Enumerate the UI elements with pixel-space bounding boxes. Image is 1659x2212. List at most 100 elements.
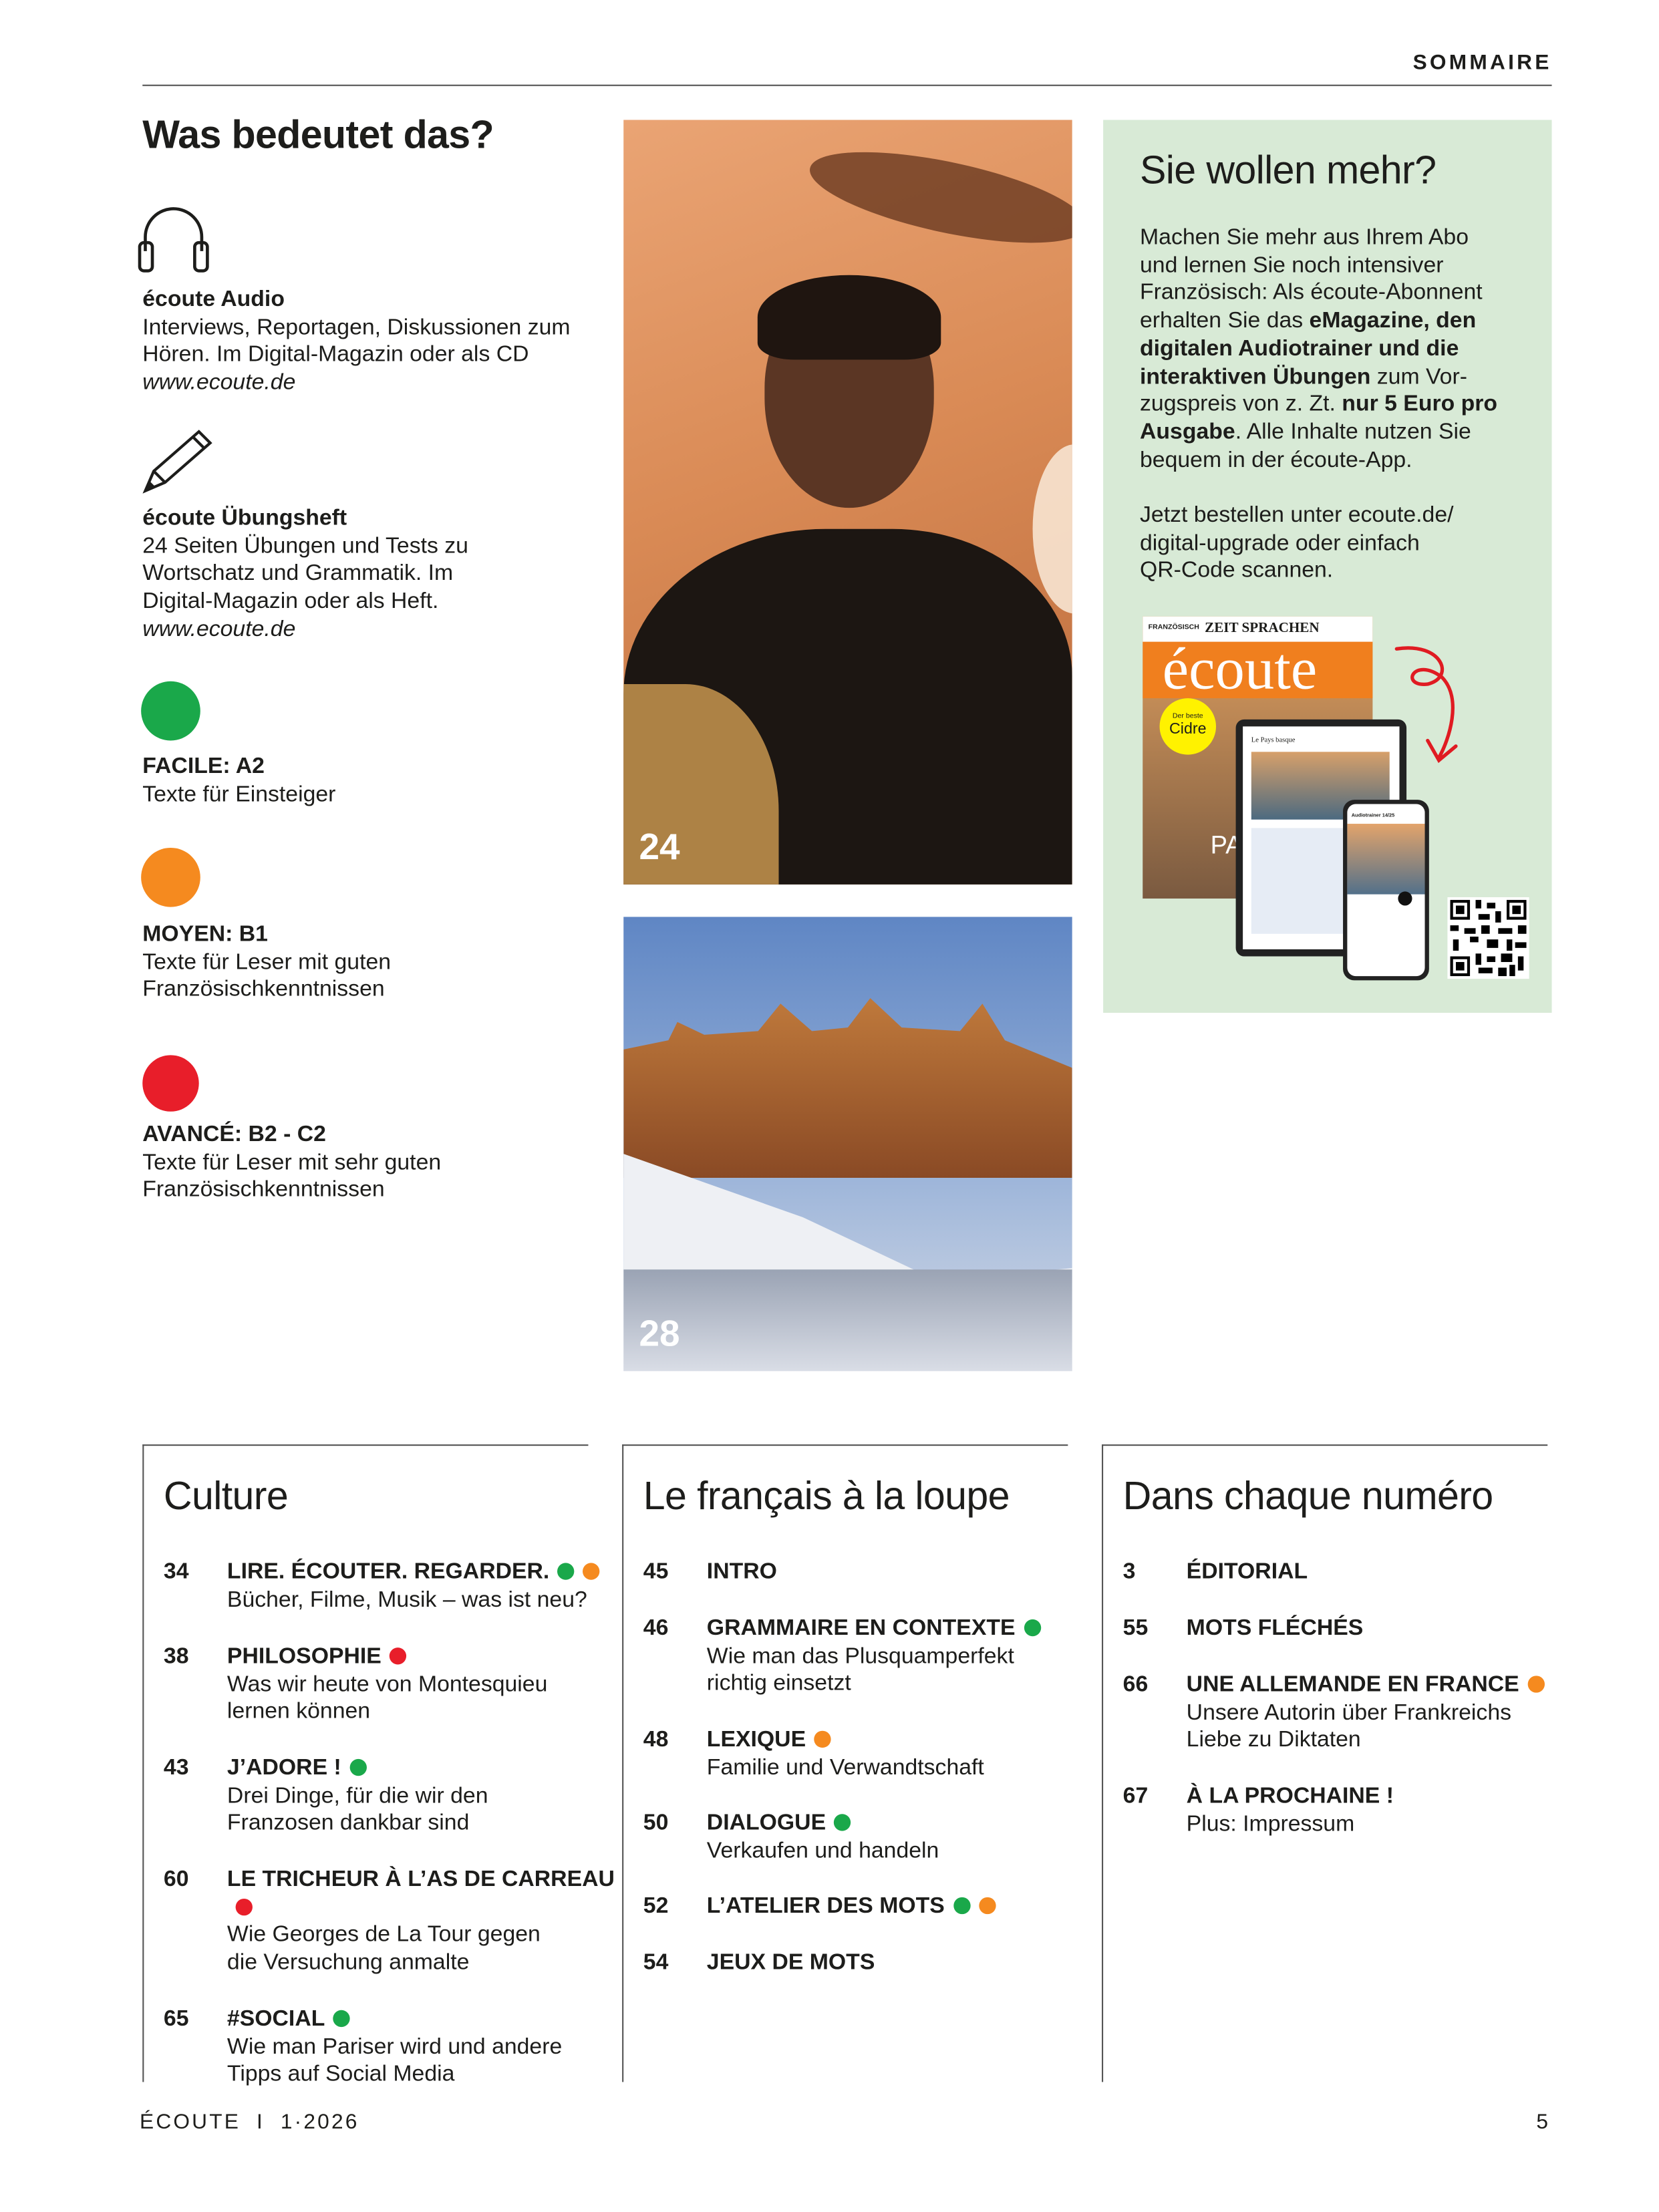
entry-subtitle: Tipps auf Social Media [227, 2062, 455, 2087]
level-dot [834, 1814, 852, 1831]
entry-page: 3 [1122, 1560, 1136, 1585]
entry-title: LEXIQUE [706, 1728, 806, 1752]
toc-entry[interactable]: 67 À LA PROCHAINE ! Plus: Impressum [1123, 1783, 1589, 1839]
pencil-icon [142, 430, 212, 494]
toc-entry[interactable]: 52 L’ATELIER DES MOTS [643, 1893, 1109, 1921]
level-desc: Französischkenntnissen [142, 1178, 385, 1203]
castle-photo: 28 [623, 917, 1072, 1372]
exercise-book-link[interactable]: www.ecoute.de [142, 617, 296, 642]
level-dot [978, 1897, 996, 1915]
toc-entry[interactable]: 66 UNE ALLEMANDE EN FRANCE Unsere Autorin … [1123, 1672, 1589, 1755]
entry-page: 45 [643, 1560, 669, 1585]
audio-title: écoute Audio [142, 287, 285, 312]
cover-badge: Der beste Cidre [1159, 698, 1217, 755]
level-desc: Texte für Leser mit guten [142, 950, 392, 975]
photo-page-number: 28 [639, 1311, 680, 1354]
entry-title: ÉDITORIAL [1186, 1560, 1308, 1585]
audio-link[interactable]: www.ecoute.de [142, 371, 296, 396]
entry-title: JEUX DE MOTS [706, 1951, 875, 1975]
entry-page: 34 [163, 1560, 189, 1585]
entry-page: 52 [643, 1894, 669, 1919]
level-green-dot [141, 681, 200, 741]
entry-subtitle: Wie man Pariser wird und andere [227, 2035, 563, 2060]
section-title: Dans chaque numéro [1122, 1474, 1494, 1518]
entry-page: 50 [643, 1811, 669, 1835]
section-francais-loupe: Le français à la loupe 45 INTRO 46 GRAMMAIR… [622, 1444, 1068, 2082]
toc-entry[interactable]: 45 INTRO [643, 1559, 1109, 1587]
entry-page: 65 [163, 2007, 189, 2032]
entry-subtitle: die Versuchung anmalte [227, 1951, 470, 1976]
exercise-book-line: 24 Seiten Übungen und Tests zu [142, 534, 468, 559]
level-title: FACILE: A2 [142, 754, 265, 779]
toc-entry[interactable]: 65 #SOCIAL Wie man Pariser wird und andere… [164, 2006, 629, 2089]
level-dot [349, 1758, 367, 1776]
entry-page: 55 [1122, 1616, 1149, 1641]
entry-title: MOTS FLÉCHÉS [1186, 1616, 1364, 1641]
level-dot [390, 1647, 407, 1665]
entry-title: J’ADORE ! [227, 1756, 341, 1780]
level-dot [953, 1897, 970, 1915]
promo-title: Sie wollen mehr? [1140, 148, 1437, 192]
entry-title: UNE ALLEMANDE EN FRANCE [1186, 1673, 1519, 1698]
qr-code-icon[interactable] [1447, 897, 1529, 979]
section-chaque-numero: Dans chaque numéro 3 ÉDITORIAL 55 MOTS FLÉC… [1102, 1444, 1548, 2082]
level-title: MOYEN: B1 [142, 922, 268, 947]
toc-entry[interactable]: 60 LE TRICHEUR À L’AS DE CARREAU Wie Georg… [164, 1866, 629, 1977]
level-desc: Texte für Leser mit sehr guten [142, 1150, 442, 1175]
level-title: AVANCÉ: B2 - C2 [142, 1122, 326, 1147]
entry-subtitle: Drei Dinge, für die wir den [227, 1784, 488, 1808]
entry-subtitle: Bücher, Filme, Musik – was ist neu? [227, 1587, 587, 1612]
page-number: 5 [1536, 2110, 1551, 2135]
section-header: SOMMAIRE [1412, 51, 1552, 75]
entry-title: À LA PROCHAINE ! [1186, 1784, 1394, 1808]
level-desc: Französischkenntnissen [142, 978, 385, 1002]
headphones-icon [138, 207, 209, 273]
entry-subtitle: Wie man das Plusquamperfekt [706, 1644, 1014, 1669]
toc-entry[interactable]: 48 LEXIQUE Familie und Verwandtschaft [643, 1726, 1109, 1782]
entry-title: GRAMMAIRE EN CONTEXTE [706, 1616, 1016, 1641]
level-dot [583, 1563, 601, 1580]
section-title: Culture [163, 1474, 289, 1518]
entry-title: DIALOGUE [706, 1811, 826, 1835]
level-red-dot [142, 1055, 199, 1112]
footer-issue: ÉCOUTE I 1·2026 [140, 2110, 359, 2135]
entry-page: 60 [163, 1867, 189, 1892]
promo-text: Machen Sie mehr aus Ihrem Abo und lernen … [1140, 225, 1498, 583]
toc-entry[interactable]: 3 ÉDITORIAL [1123, 1559, 1589, 1587]
toc-entry[interactable]: 50 DIALOGUE Verkaufen und handeln [643, 1810, 1109, 1865]
audio-desc-line: Interviews, Reportagen, Diskussionen zum [142, 315, 571, 340]
toc-entry[interactable]: 43 J’ADORE ! Drei Dinge, für die wir den Fr… [164, 1755, 629, 1839]
entry-subtitle: Unsere Autorin über Frankreichs [1186, 1700, 1512, 1725]
exercise-book-line: Digital-Magazin oder als Heft. [142, 589, 439, 614]
toc-entry[interactable]: 46 GRAMMAIRE EN CONTEXTE Wie man das Plusq… [643, 1615, 1109, 1699]
level-orange-dot [141, 847, 200, 907]
level-dot [557, 1563, 575, 1580]
level-dot [814, 1730, 832, 1748]
level-dot [1527, 1676, 1545, 1693]
photo-page-number: 24 [639, 825, 680, 868]
toc-entry[interactable]: 54 JEUX DE MOTS [643, 1949, 1109, 1978]
entry-subtitle: Wie Georges de La Tour gegen [227, 1923, 541, 1947]
level-dot [1024, 1619, 1041, 1637]
level-dot [235, 1898, 253, 1915]
toc-entry[interactable]: 38 PHILOSOPHIE Was wir heute von Montesqui… [164, 1643, 629, 1727]
entry-page: 48 [643, 1728, 669, 1752]
entry-page: 38 [163, 1644, 189, 1669]
toc-entry[interactable]: 34 LIRE. ÉCOUTER. REGARDER. Bücher, Filme,… [164, 1559, 629, 1614]
promo-box: Sie wollen mehr? Machen Sie mehr aus Ihr… [1103, 120, 1552, 1013]
entry-title: PHILOSOPHIE [227, 1644, 382, 1669]
audio-desc-line: Hören. Im Digital-Magazin oder als CD [142, 343, 529, 367]
header-rule [142, 84, 1552, 86]
portrait-photo: 24 [623, 120, 1072, 885]
arrow-icon [1394, 646, 1458, 764]
toc-entry[interactable]: 55 MOTS FLÉCHÉS [1123, 1615, 1589, 1643]
entry-page: 46 [643, 1616, 669, 1641]
entry-subtitle: lernen können [227, 1700, 371, 1724]
entry-subtitle: Was wir heute von Montesquieu [227, 1672, 548, 1697]
level-desc: Texte für Einsteiger [142, 782, 336, 807]
legend-title: Was bedeutet das? [142, 112, 494, 157]
entry-subtitle: Franzosen dankbar sind [227, 1811, 470, 1836]
section-culture: Culture 34 LIRE. ÉCOUTER. REGARDER. Bücher… [142, 1444, 615, 2087]
exercise-book-title: écoute Übungsheft [142, 506, 347, 530]
